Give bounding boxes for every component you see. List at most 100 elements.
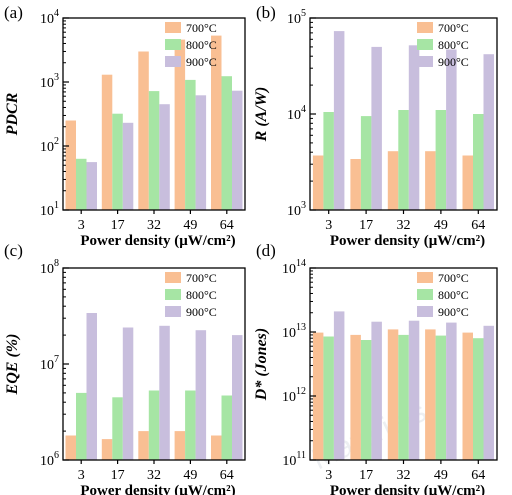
x-tick-label: 32 [397,468,411,483]
x-tick-label: 17 [359,468,373,483]
bar [65,435,76,460]
legend-label: 700°C [186,21,217,35]
x-tick-label: 64 [471,218,485,233]
x-tick-label: 17 [359,218,373,233]
bar [174,39,186,210]
y-tick-label: 105 [287,8,306,27]
y-axis-title: EQE (%) [4,334,21,396]
legend-label: 900°C [438,305,469,319]
y-tick-label: 1012 [282,386,306,405]
bar [473,338,484,460]
bar [462,155,473,210]
x-tick-label: 3 [78,468,85,483]
bar [350,159,361,210]
x-tick-label: 64 [220,218,234,233]
panel-label: (b) [256,3,276,22]
bar [195,330,207,460]
x-tick-label: 64 [220,468,234,483]
bar [221,76,232,210]
legend-label: 900°C [186,55,217,69]
bar [483,54,494,211]
bar [195,95,207,210]
x-tick-label: 49 [434,218,448,233]
y-axis-title: D* (Jones) [253,328,270,401]
x-tick-label: 3 [325,468,332,483]
bar [221,395,232,460]
y-tick-label: 101 [40,200,59,219]
bar [435,110,447,210]
legend-label: 800°C [438,288,469,302]
x-tick-label: 3 [325,218,332,233]
bar [159,104,170,210]
legend-label: 800°C [186,288,217,302]
legend-label: 800°C [438,38,469,52]
legend-label: 700°C [438,21,469,35]
panel-label: (a) [4,3,23,22]
bar [408,45,420,210]
legend-swatch [165,56,181,67]
legend-label: 900°C [438,55,469,69]
bar [112,113,123,210]
x-tick-label: 49 [183,218,197,233]
bar [323,112,334,210]
x-tick-label: 3 [78,218,85,233]
bar [138,51,149,210]
legend-swatch [417,289,433,300]
bar [86,313,97,460]
legend-label: 800°C [186,38,217,52]
bar [211,435,222,460]
bar [185,79,196,211]
y-tick-label: 1011 [282,450,306,469]
y-tick-label: 103 [287,200,306,219]
bar [462,332,473,460]
legend-swatch [417,272,433,283]
bar [122,327,134,460]
y-tick-label: 104 [40,8,59,27]
bar [185,390,196,460]
x-tick-label: 17 [111,218,125,233]
bar [350,334,361,460]
bar [312,155,324,210]
legend-swatch [417,22,433,33]
bar [360,116,372,210]
bar [159,325,170,460]
bar [148,390,160,460]
x-axis-title: Power density (μW/cm²) [330,233,485,249]
legend-swatch [165,22,181,33]
x-axis-title: Power density (μW/cm²) [80,483,235,495]
bar [86,162,97,210]
y-tick-label: 104 [287,104,306,123]
y-tick-label: 107 [40,354,59,373]
bar [101,439,113,460]
bar [232,90,243,210]
bar [398,334,409,460]
bar [425,329,436,460]
bar [371,321,382,460]
y-tick-label: 102 [40,136,59,155]
x-tick-label: 49 [183,468,197,483]
x-axis-title: Power density (μW/cm²) [330,483,485,495]
x-tick-label: 49 [434,468,448,483]
bar [323,336,334,460]
legend-swatch [165,272,181,283]
bar [112,397,123,460]
x-axis-title: Power density (μW/cm²) [80,233,235,249]
bar [408,320,420,460]
y-axis-title: PDCR [4,92,21,136]
bar [425,151,436,210]
legend-label: 700°C [438,271,469,285]
bar [76,392,87,460]
bar [232,335,243,460]
x-tick-label: 32 [147,468,161,483]
bar [312,332,324,460]
bar [360,340,372,460]
bar [76,158,87,210]
legend-swatch [417,306,433,317]
bar [333,311,345,460]
legend-label: 700°C [186,271,217,285]
x-tick-label: 32 [147,218,161,233]
